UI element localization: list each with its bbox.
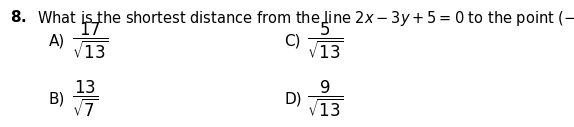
Text: $\dfrac{13}{\sqrt{7}}$: $\dfrac{13}{\sqrt{7}}$: [72, 79, 98, 119]
Text: $\dfrac{5}{\sqrt{13}}$: $\dfrac{5}{\sqrt{13}}$: [307, 20, 344, 61]
Text: B): B): [49, 92, 65, 107]
Text: $\mathbf{8.}$: $\mathbf{8.}$: [10, 9, 27, 25]
Text: $\dfrac{17}{\sqrt{13}}$: $\dfrac{17}{\sqrt{13}}$: [72, 20, 108, 61]
Text: $\dfrac{9}{\sqrt{13}}$: $\dfrac{9}{\sqrt{13}}$: [307, 79, 344, 119]
Text: C): C): [284, 33, 301, 48]
Text: What is the shortest distance from the line $2x - 3y + 5 = 0$ to the point $(-4,: What is the shortest distance from the l…: [37, 9, 574, 28]
Text: D): D): [284, 92, 302, 107]
Text: A): A): [49, 33, 65, 48]
